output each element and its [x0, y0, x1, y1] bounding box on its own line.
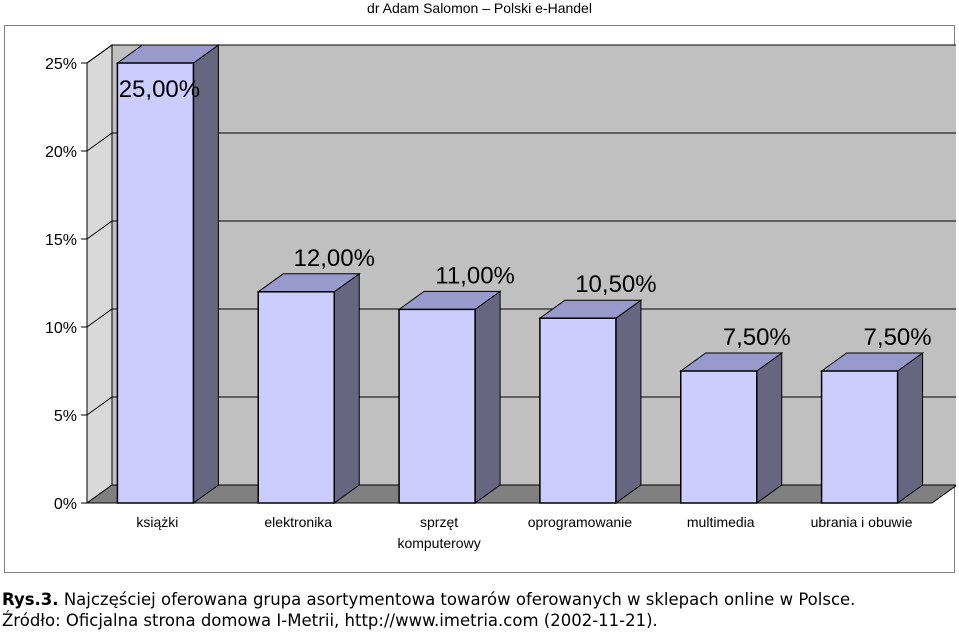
data-label: 10,50% — [575, 271, 656, 298]
gridline — [86, 132, 956, 152]
figure-caption: Rys.3. Najczęściej oferowana grupa asort… — [2, 589, 855, 631]
y-tick-label: 15% — [45, 232, 77, 249]
x-tick-label: ubrania i obuwie — [811, 514, 913, 530]
x-tick-label: książki — [136, 514, 178, 530]
bar — [256, 272, 361, 504]
y-tick-label: 0% — [54, 496, 77, 513]
gridline — [86, 44, 956, 64]
x-tick-label: komputerowy — [397, 535, 480, 551]
data-label: 12,00% — [294, 245, 375, 272]
bar-front — [116, 62, 195, 504]
caption-line-1: Rys.3. Najczęściej oferowana grupa asort… — [2, 589, 855, 610]
caption-label: Rys.3. — [2, 590, 59, 609]
data-label: 7,50% — [723, 324, 791, 351]
caption-text: Najczęściej oferowana grupa asortymentow… — [63, 590, 856, 609]
bar-front — [398, 308, 476, 504]
data-label: 7,50% — [864, 324, 932, 351]
bar-front — [820, 370, 899, 504]
bar-side — [474, 290, 501, 504]
y-tick-label: 10% — [45, 320, 77, 337]
gridline — [86, 396, 956, 416]
bar-side — [615, 299, 642, 504]
caption-source: Źródło: Oficjalna strona domowa I-Metrii… — [2, 611, 658, 630]
y-tick-label: 5% — [54, 408, 77, 425]
bar — [115, 44, 220, 504]
bar — [397, 290, 502, 504]
plot-back-wall — [111, 44, 956, 486]
bar-chart: 0% 5% 10% 15% 20% 25% 25,00% książki 12,00% elekt… — [45, 44, 956, 551]
bar-side — [333, 272, 360, 504]
bar — [538, 299, 643, 504]
bar-front — [680, 370, 758, 504]
x-tick-label: sprzęt — [420, 514, 458, 530]
data-label: 25,00% — [119, 76, 200, 103]
bar-front — [539, 317, 617, 504]
bar — [820, 352, 925, 504]
x-tick-label: multimedia — [687, 514, 755, 530]
y-tick-label: 25% — [45, 56, 77, 73]
bar-side — [756, 352, 783, 504]
x-tick-label: oprogramowanie — [528, 514, 632, 530]
bar-front — [257, 291, 335, 504]
data-label: 11,00% — [435, 262, 515, 289]
bar — [679, 352, 784, 504]
bar-side — [897, 352, 924, 504]
gridline — [86, 308, 956, 328]
page-header: dr Adam Salomon – Polski e-Handel — [367, 0, 592, 16]
bar-side — [192, 44, 219, 504]
gridline — [86, 220, 956, 240]
x-tick-label: elektronika — [264, 514, 332, 530]
plot-side-wall — [86, 44, 113, 504]
y-tick-label: 20% — [45, 144, 77, 161]
chart-frame: 0% 5% 10% 15% 20% 25% 25,00% książki 12,00% elekt… — [4, 25, 956, 573]
